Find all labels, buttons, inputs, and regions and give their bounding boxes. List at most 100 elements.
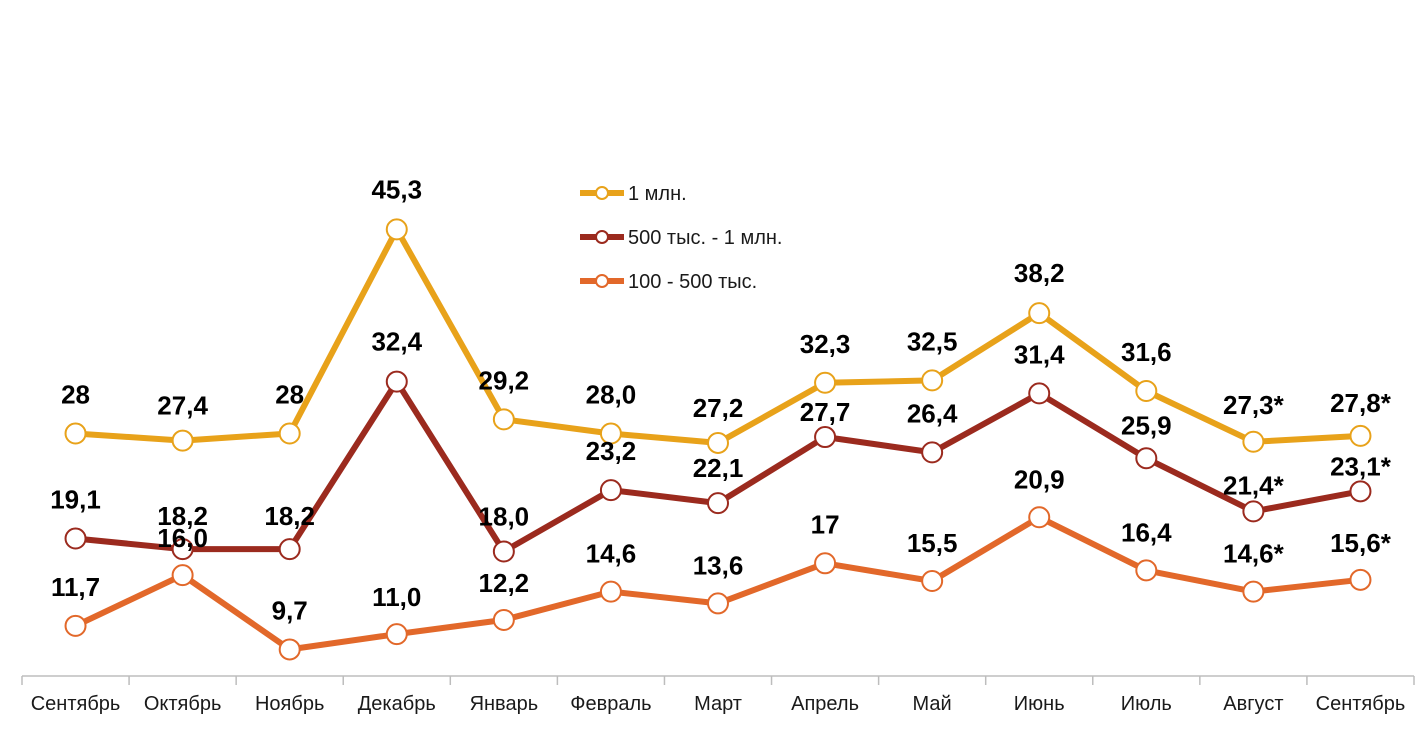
data-point-100k-500k[interactable] <box>599 580 622 603</box>
x-tick-label: Январь <box>470 693 539 715</box>
x-tick-label: Октябрь <box>144 693 222 715</box>
data-point-500k-1mln[interactable] <box>1242 500 1265 523</box>
data-label-1-mln: 32,3 <box>800 329 851 359</box>
data-point-100k-500k[interactable] <box>171 564 194 587</box>
data-label-100k-500k: 20,9 <box>1014 464 1065 494</box>
data-label-1-mln: 28 <box>61 380 90 410</box>
data-point-1-mln[interactable] <box>278 422 301 445</box>
data-label-100k-500k: 14,6 <box>586 539 637 569</box>
legend-label-500k-1mln: 500 тыс. - 1 млн. <box>628 227 783 249</box>
data-label-500k-1mln: 31,4 <box>1014 339 1065 369</box>
legend-item-1-mln[interactable]: 1 млн. <box>580 183 687 205</box>
data-point-1-mln[interactable] <box>1135 380 1158 403</box>
x-tick-label: Февраль <box>570 693 651 715</box>
data-label-500k-1mln: 26,4 <box>907 398 958 428</box>
legend-item-100k-500k[interactable]: 100 - 500 тыс. <box>580 271 757 293</box>
data-point-1-mln[interactable] <box>921 369 944 392</box>
x-tick-label: Апрель <box>791 693 859 715</box>
data-label-1-mln: 32,5 <box>907 326 958 356</box>
data-point-1-mln[interactable] <box>814 371 837 394</box>
data-label-1-mln: 27,2 <box>693 393 744 423</box>
data-point-100k-500k[interactable] <box>707 592 729 615</box>
data-label-100k-500k: 16,4 <box>1121 517 1172 547</box>
data-label-100k-500k: 16,0 <box>157 523 208 553</box>
data-point-500k-1mln[interactable] <box>599 479 622 502</box>
data-point-100k-500k[interactable] <box>1028 506 1051 529</box>
legend-marker-500k-1mln <box>595 230 609 244</box>
data-point-100k-500k[interactable] <box>1349 568 1372 591</box>
data-point-100k-500k[interactable] <box>492 608 515 631</box>
data-label-100k-500k: 13,6 <box>693 550 744 580</box>
legend-label-100k-500k: 100 - 500 тыс. <box>628 271 757 293</box>
data-point-100k-500k[interactable] <box>385 623 408 646</box>
data-label-100k-500k: 15,5 <box>907 528 958 558</box>
data-point-500k-1mln[interactable] <box>64 527 87 550</box>
data-point-500k-1mln[interactable] <box>278 538 301 561</box>
data-label-500k-1mln: 22,1 <box>693 453 744 483</box>
data-label-100k-500k: 11,0 <box>372 582 421 612</box>
x-tick-label: Март <box>694 693 742 715</box>
data-label-500k-1mln: 18,2 <box>157 501 208 531</box>
data-point-500k-1mln[interactable] <box>707 492 729 515</box>
data-label-500k-1mln: 18,0 <box>479 502 530 532</box>
data-point-100k-500k[interactable] <box>1135 559 1158 582</box>
legend-item-500k-1mln[interactable]: 500 тыс. - 1 млн. <box>580 227 783 249</box>
data-label-1-mln: 28,0 <box>586 380 637 410</box>
data-label-1-mln: 27,4 <box>157 391 208 421</box>
data-label-1-mln: 27,8* <box>1330 388 1392 418</box>
data-labels: 28 27,4 28 45,3 29,2 28,0 27,2 32,3 32,5 38,2 31,6… <box>50 174 1391 625</box>
data-label-100k-500k: 12,2 <box>479 568 530 598</box>
data-label-1-mln: 29,2 <box>479 365 530 395</box>
data-label-500k-1mln: 23,1* <box>1330 451 1392 481</box>
data-label-1-mln: 31,6 <box>1121 337 1172 367</box>
x-tick-label: Сентябрь <box>1316 693 1406 715</box>
data-point-1-mln[interactable] <box>64 422 87 445</box>
data-label-1-mln: 38,2 <box>1014 258 1065 288</box>
data-point-1-mln[interactable] <box>385 218 408 241</box>
data-point-500k-1mln[interactable] <box>1135 447 1158 470</box>
x-tick-label: Июль <box>1121 693 1172 715</box>
data-point-1-mln[interactable] <box>1349 424 1372 447</box>
data-label-500k-1mln: 21,4* <box>1223 470 1285 500</box>
data-point-500k-1mln[interactable] <box>385 370 408 393</box>
x-axis-ticks <box>21 676 1415 685</box>
x-tick-label: Сентябрь <box>31 693 121 715</box>
x-tick-label: Июнь <box>1014 693 1065 715</box>
data-label-1-mln: 45,3 <box>371 174 422 204</box>
data-label-100k-500k: 14,6* <box>1223 539 1285 569</box>
data-point-100k-500k[interactable] <box>1242 580 1265 603</box>
data-point-1-mln[interactable] <box>1242 430 1265 453</box>
data-label-500k-1mln: 18,2 <box>264 501 315 531</box>
data-point-500k-1mln[interactable] <box>921 441 944 464</box>
data-point-100k-500k[interactable] <box>278 638 301 661</box>
data-point-500k-1mln[interactable] <box>492 540 515 563</box>
x-tick-label: Май <box>913 693 952 715</box>
x-tick-label: Ноябрь <box>255 693 324 715</box>
x-tick-label: Август <box>1223 693 1283 715</box>
data-point-1-mln[interactable] <box>492 408 515 431</box>
data-point-500k-1mln[interactable] <box>1028 382 1051 405</box>
data-point-100k-500k[interactable] <box>814 552 837 575</box>
legend-label-1-mln: 1 млн. <box>628 183 687 205</box>
data-label-100k-500k: 17 <box>811 509 840 539</box>
data-point-1-mln[interactable] <box>599 422 622 445</box>
series-points <box>64 218 1372 661</box>
legend-marker-100k-500k <box>595 274 609 288</box>
data-label-100k-500k: 15,6* <box>1330 528 1392 558</box>
data-point-1-mln[interactable] <box>171 429 194 452</box>
data-label-500k-1mln: 25,9 <box>1121 410 1172 440</box>
data-point-1-mln[interactable] <box>707 431 729 454</box>
data-label-500k-1mln: 27,7 <box>800 397 851 427</box>
data-label-1-mln: 27,3* <box>1223 390 1285 420</box>
data-label-100k-500k: 9,7 <box>272 595 308 625</box>
data-point-1-mln[interactable] <box>1028 302 1051 325</box>
data-label-100k-500k: 11,7 <box>51 572 100 602</box>
data-point-500k-1mln[interactable] <box>171 538 194 561</box>
x-tick-label: Декабрь <box>358 693 436 715</box>
data-label-500k-1mln: 19,1 <box>50 485 101 515</box>
data-point-500k-1mln[interactable] <box>1349 480 1372 503</box>
data-point-100k-500k[interactable] <box>921 570 944 592</box>
data-point-100k-500k[interactable] <box>64 614 87 637</box>
data-point-500k-1mln[interactable] <box>814 426 837 449</box>
